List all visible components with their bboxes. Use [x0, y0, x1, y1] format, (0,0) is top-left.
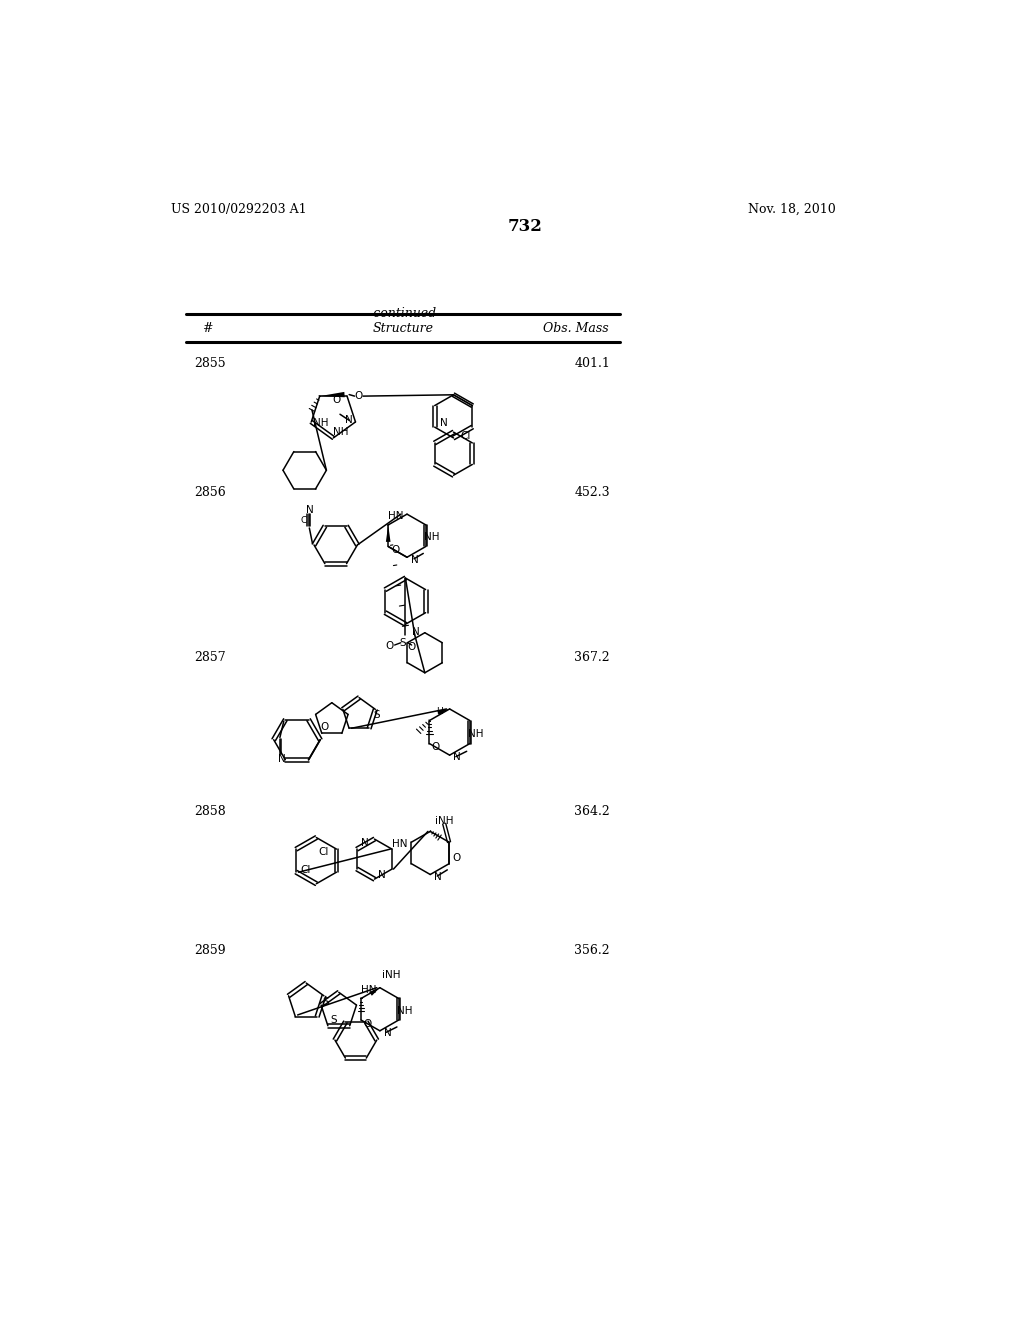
Text: 356.2: 356.2	[574, 944, 610, 957]
Text: -continued: -continued	[370, 308, 436, 319]
Text: Structure: Structure	[373, 322, 433, 335]
Text: N: N	[434, 871, 442, 882]
Text: N: N	[454, 752, 461, 763]
Text: H: H	[436, 706, 443, 715]
Text: HN: HN	[388, 511, 403, 521]
Text: N: N	[413, 627, 420, 638]
Text: S: S	[399, 638, 406, 648]
Text: S: S	[331, 1015, 337, 1024]
Text: 452.3: 452.3	[574, 486, 610, 499]
Text: S: S	[374, 710, 380, 721]
Text: NH: NH	[424, 532, 439, 543]
Text: US 2010/0292203 A1: US 2010/0292203 A1	[171, 203, 306, 216]
Text: iNH: iNH	[382, 970, 400, 979]
Text: O: O	[431, 742, 440, 752]
Text: N: N	[378, 870, 386, 880]
Text: 2855: 2855	[194, 358, 225, 370]
Text: NH: NH	[468, 730, 483, 739]
Text: 2858: 2858	[194, 805, 225, 818]
Text: NH: NH	[312, 418, 329, 429]
Text: O: O	[386, 640, 394, 651]
Text: 401.1: 401.1	[574, 358, 610, 370]
Text: O: O	[332, 395, 340, 405]
Text: O: O	[321, 722, 329, 733]
Text: Obs. Mass: Obs. Mass	[543, 322, 608, 335]
Text: N: N	[345, 414, 353, 425]
Text: N: N	[306, 504, 314, 515]
Text: N: N	[411, 554, 419, 565]
Text: O: O	[354, 391, 362, 401]
Polygon shape	[370, 987, 380, 995]
Text: N: N	[278, 754, 286, 764]
Text: S: S	[323, 997, 329, 1007]
Text: #: #	[202, 322, 212, 335]
Text: 367.2: 367.2	[574, 651, 610, 664]
Text: NH: NH	[334, 426, 349, 437]
Text: N: N	[361, 838, 369, 847]
Polygon shape	[319, 392, 345, 397]
Text: 2857: 2857	[194, 651, 225, 664]
Text: 732: 732	[507, 218, 543, 235]
Text: O: O	[392, 545, 400, 556]
Text: O: O	[364, 1019, 372, 1028]
Text: Cl: Cl	[461, 430, 471, 441]
Text: HN: HN	[361, 985, 377, 995]
Polygon shape	[437, 709, 450, 715]
Text: O: O	[453, 853, 461, 862]
Text: 2856: 2856	[194, 486, 225, 499]
Text: N: N	[384, 1028, 391, 1038]
Text: iNH: iNH	[435, 816, 454, 825]
Text: Cl: Cl	[300, 865, 310, 875]
Text: NH: NH	[397, 1006, 413, 1016]
Text: Nov. 18, 2010: Nov. 18, 2010	[748, 203, 836, 216]
Text: 2859: 2859	[194, 944, 225, 957]
Text: C: C	[301, 516, 307, 525]
Polygon shape	[386, 525, 390, 543]
Text: HN: HN	[392, 840, 408, 850]
Text: Cl: Cl	[318, 847, 330, 857]
Text: O: O	[408, 643, 416, 652]
Text: 364.2: 364.2	[574, 805, 610, 818]
Text: N: N	[440, 418, 447, 428]
